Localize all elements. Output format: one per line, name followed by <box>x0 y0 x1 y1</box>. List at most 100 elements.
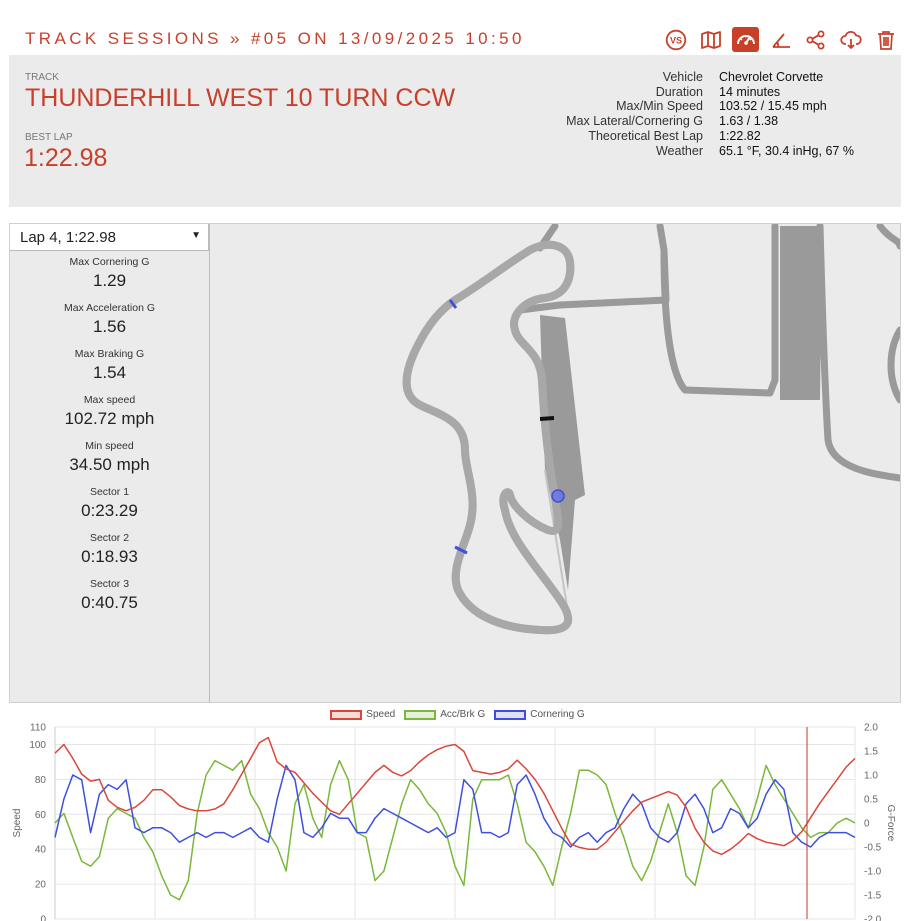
stat-min-speed: Min speed 34.50 mph <box>10 440 209 486</box>
delete-button[interactable] <box>872 27 899 52</box>
stat-label: Max Acceleration G <box>63 302 156 314</box>
track-outline <box>407 245 571 630</box>
detail-label: Duration <box>655 84 703 99</box>
stat-max-acceleration-g: Max Acceleration G 1.56 <box>10 302 209 348</box>
stat-value: 34.50 mph <box>69 455 150 474</box>
best-lap-caption: BEST LAP <box>25 132 73 143</box>
best-lap-value: 1:22.98 <box>24 144 108 172</box>
detail-value: 65.1 °F, 30.4 inHg, 67 % <box>719 143 854 158</box>
series-line-acc-brk-g <box>54 759 856 901</box>
stat-value: 1.54 <box>92 363 127 382</box>
detail-label: Vehicle <box>662 70 703 84</box>
stat-max-braking-g: Max Braking G 1.54 <box>10 348 209 394</box>
sector-marker-2 <box>454 545 468 555</box>
chart-legend: Speed Acc/Brk G Cornering G <box>0 709 915 720</box>
detail-row-lateral-g: Max Lateral/Cornering G 1.63 / 1.38 <box>549 114 854 129</box>
stat-label: Sector 2 <box>89 532 130 544</box>
trash-icon <box>877 30 894 50</box>
stat-sector-2: Sector 2 0:18.93 <box>10 532 209 578</box>
map-icon <box>700 30 721 49</box>
angle-tool-button[interactable] <box>767 27 794 52</box>
title-bar: TRACK SESSIONS » #05 ON 13/09/2025 10:50… <box>0 0 915 55</box>
legend-item-acc-brk[interactable]: Acc/Brk G <box>404 709 485 720</box>
track-map-panel: Lap 4, 1:22.98 ▼ Max Cornering G 1.29 Ma… <box>9 223 901 703</box>
track-name: THUNDERHILL WEST 10 TURN CCW <box>25 84 456 112</box>
pit-lane <box>544 469 571 626</box>
paddock-area <box>540 226 822 590</box>
detail-value: Chevrolet Corvette <box>719 70 824 84</box>
y-tick-label: 40 <box>35 845 47 856</box>
legend-item-speed[interactable]: Speed <box>330 709 395 720</box>
track-caption: TRACK <box>25 72 59 83</box>
y2-tick-label: 2.0 <box>864 723 878 734</box>
detail-value: 14 minutes <box>719 84 781 99</box>
y2-tick-label: -1.0 <box>864 867 882 878</box>
lap-select-value: Lap 4, 1:22.98 <box>20 229 116 246</box>
stat-max-cornering-g: Max Cornering G 1.29 <box>10 256 209 302</box>
y2-tick-label: 1.5 <box>864 747 878 758</box>
detail-value: 103.52 / 15.45 mph <box>719 99 827 114</box>
toolbar: VS <box>662 27 899 52</box>
vs-icon-text: VS <box>669 35 681 45</box>
stat-value: 1.29 <box>92 271 127 290</box>
chevron-down-icon: ▼ <box>191 230 201 241</box>
telemetry-chart-canvas: 0 20 40 60 80 100 110 2.0 1.5 1.0 0.5 0 -0.5 -1.0 -1.5… <box>12 723 896 921</box>
y-tick-label: 60 <box>35 810 47 821</box>
stat-label: Sector 3 <box>89 578 130 590</box>
stat-label: Min speed <box>85 440 134 452</box>
surrounding-roads <box>516 224 900 482</box>
y2-tick-label: -1.5 <box>864 891 882 902</box>
y2-axis-title: G-Force <box>885 805 896 842</box>
cloud-download-icon <box>839 30 862 49</box>
stat-label: Max Braking G <box>74 348 145 360</box>
y-tick-label: 80 <box>35 775 47 786</box>
stat-label: Sector 1 <box>89 486 130 498</box>
legend-item-cornering[interactable]: Cornering G <box>494 709 585 720</box>
y2-tick-label: 0.5 <box>864 795 878 806</box>
stat-value: 1.56 <box>92 317 127 336</box>
page-title: TRACK SESSIONS » #05 ON 13/09/2025 10:50 <box>25 29 525 48</box>
y-tick-label: 20 <box>35 880 47 891</box>
detail-value: 1.63 / 1.38 <box>719 114 779 129</box>
legend-swatch <box>404 709 437 720</box>
telemetry-chart[interactable]: 0 20 40 60 80 100 110 2.0 1.5 1.0 0.5 0 -0.5 -1.0 -1.5… <box>0 705 915 921</box>
legend-label: Acc/Brk G <box>440 709 486 720</box>
y-axis-title: Speed <box>12 809 23 838</box>
stat-label: Max Cornering G <box>69 256 150 268</box>
compare-vs-button[interactable]: VS <box>662 27 689 52</box>
stat-sector-3: Sector 3 0:40.75 <box>10 578 209 624</box>
map-view-button[interactable] <box>697 27 724 52</box>
series-line-speed <box>54 736 856 856</box>
download-button[interactable] <box>837 27 864 52</box>
detail-label: Theoretical Best Lap <box>588 128 703 143</box>
angle-icon <box>771 32 790 48</box>
legend-swatch <box>330 709 363 720</box>
detail-row-speed: Max/Min Speed 103.52 / 15.45 mph <box>549 99 854 114</box>
stat-value: 0:40.75 <box>81 593 138 612</box>
racing-line <box>407 245 571 630</box>
lap-stats: Max Cornering G 1.29 Max Acceleration G … <box>10 256 209 624</box>
stat-max-speed: Max speed 102.72 mph <box>10 394 209 440</box>
y2-tick-label: 0 <box>864 819 870 830</box>
stat-label: Max speed <box>83 394 136 406</box>
sector-marker-1 <box>448 299 458 309</box>
lap-stats-panel: Lap 4, 1:22.98 ▼ Max Cornering G 1.29 Ma… <box>10 224 210 702</box>
detail-row-duration: Duration 14 minutes <box>549 85 854 100</box>
share-button[interactable] <box>802 27 829 52</box>
lap-select-dropdown[interactable]: Lap 4, 1:22.98 ▼ <box>10 224 209 251</box>
detail-row-theoretical-best: Theoretical Best Lap 1:22.82 <box>549 129 854 144</box>
y-tick-label: 0 <box>40 915 46 921</box>
car-position-marker[interactable] <box>551 489 565 503</box>
detail-value: 1:22.82 <box>719 128 761 143</box>
detail-label: Max/Min Speed <box>616 99 703 114</box>
track-map[interactable] <box>210 224 901 702</box>
y2-tick-label: -0.5 <box>864 843 882 854</box>
detail-label: Weather <box>655 143 703 158</box>
y2-tick-label: 1.0 <box>864 771 878 782</box>
stat-value: 102.72 mph <box>64 409 155 428</box>
stat-value: 0:18.93 <box>81 547 138 566</box>
dashboard-view-button[interactable] <box>732 27 759 52</box>
legend-label: Speed <box>366 709 396 720</box>
vs-icon: VS <box>665 29 686 50</box>
detail-row-vehicle: Vehicle Chevrolet Corvette <box>549 70 854 85</box>
